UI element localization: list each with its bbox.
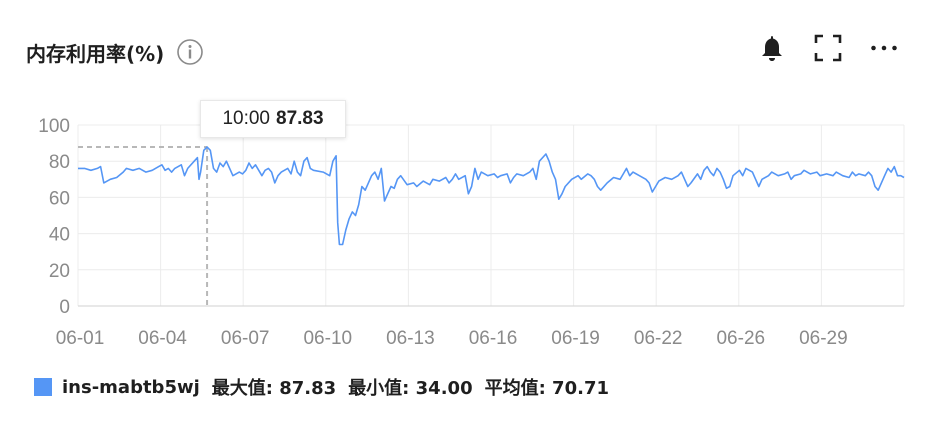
more-icon[interactable] (870, 34, 898, 62)
x-axis: 06-01 06-04 06-07 06-10 06-13 06-16 06-19 06-22… (56, 328, 848, 349)
legend-avg: 平均值: 70.71 (484, 378, 609, 399)
y-tick-label: 60 (49, 188, 70, 209)
x-tick-label: 06-22 (634, 328, 683, 349)
tooltip: 10:00 87.83 (200, 100, 346, 138)
tooltip-crosshair (78, 146, 209, 306)
series-ins-mabtb5wj (78, 146, 905, 246)
tooltip-time: 10:00 (222, 108, 270, 129)
x-tick-label: 06-10 (303, 328, 352, 349)
legend-series-name[interactable]: ins-mabtb5wj (62, 376, 200, 398)
x-tick-label: 06-07 (221, 328, 270, 349)
series-line (78, 146, 905, 246)
x-tick-label: 06-13 (386, 328, 435, 349)
tooltip-value: 87.83 (276, 108, 324, 129)
panel-toolbar (758, 32, 898, 64)
fullscreen-icon[interactable] (814, 34, 842, 62)
chart-grid (77, 124, 905, 307)
y-tick-label: 80 (49, 152, 70, 173)
legend-max: 最大值: 87.83 (211, 378, 337, 399)
x-tick-label: 06-29 (799, 328, 848, 349)
y-axis: 0 20 40 60 80 100 (38, 116, 70, 318)
x-tick-label: 06-26 (716, 328, 765, 349)
x-tick-label: 06-19 (551, 328, 600, 349)
legend-swatch[interactable] (34, 378, 52, 396)
y-tick-label: 20 (49, 261, 70, 282)
x-tick-label: 06-01 (56, 328, 105, 349)
legend: ins-mabtb5wj 最大值: 87.83 最小值: 34.00 平均值: … (34, 374, 609, 400)
y-tick-label: 0 (59, 297, 70, 318)
x-tick-label: 06-04 (138, 328, 187, 349)
panel-header: 内存利用率(%) (26, 32, 204, 72)
panel-title: 内存利用率(%) (26, 41, 165, 66)
x-tick-label: 06-16 (469, 328, 518, 349)
info-icon[interactable] (176, 38, 204, 66)
y-tick-label: 100 (38, 116, 70, 137)
legend-min: 最小值: 34.00 (348, 378, 473, 399)
bell-icon[interactable] (758, 34, 786, 62)
y-tick-label: 40 (49, 225, 70, 246)
